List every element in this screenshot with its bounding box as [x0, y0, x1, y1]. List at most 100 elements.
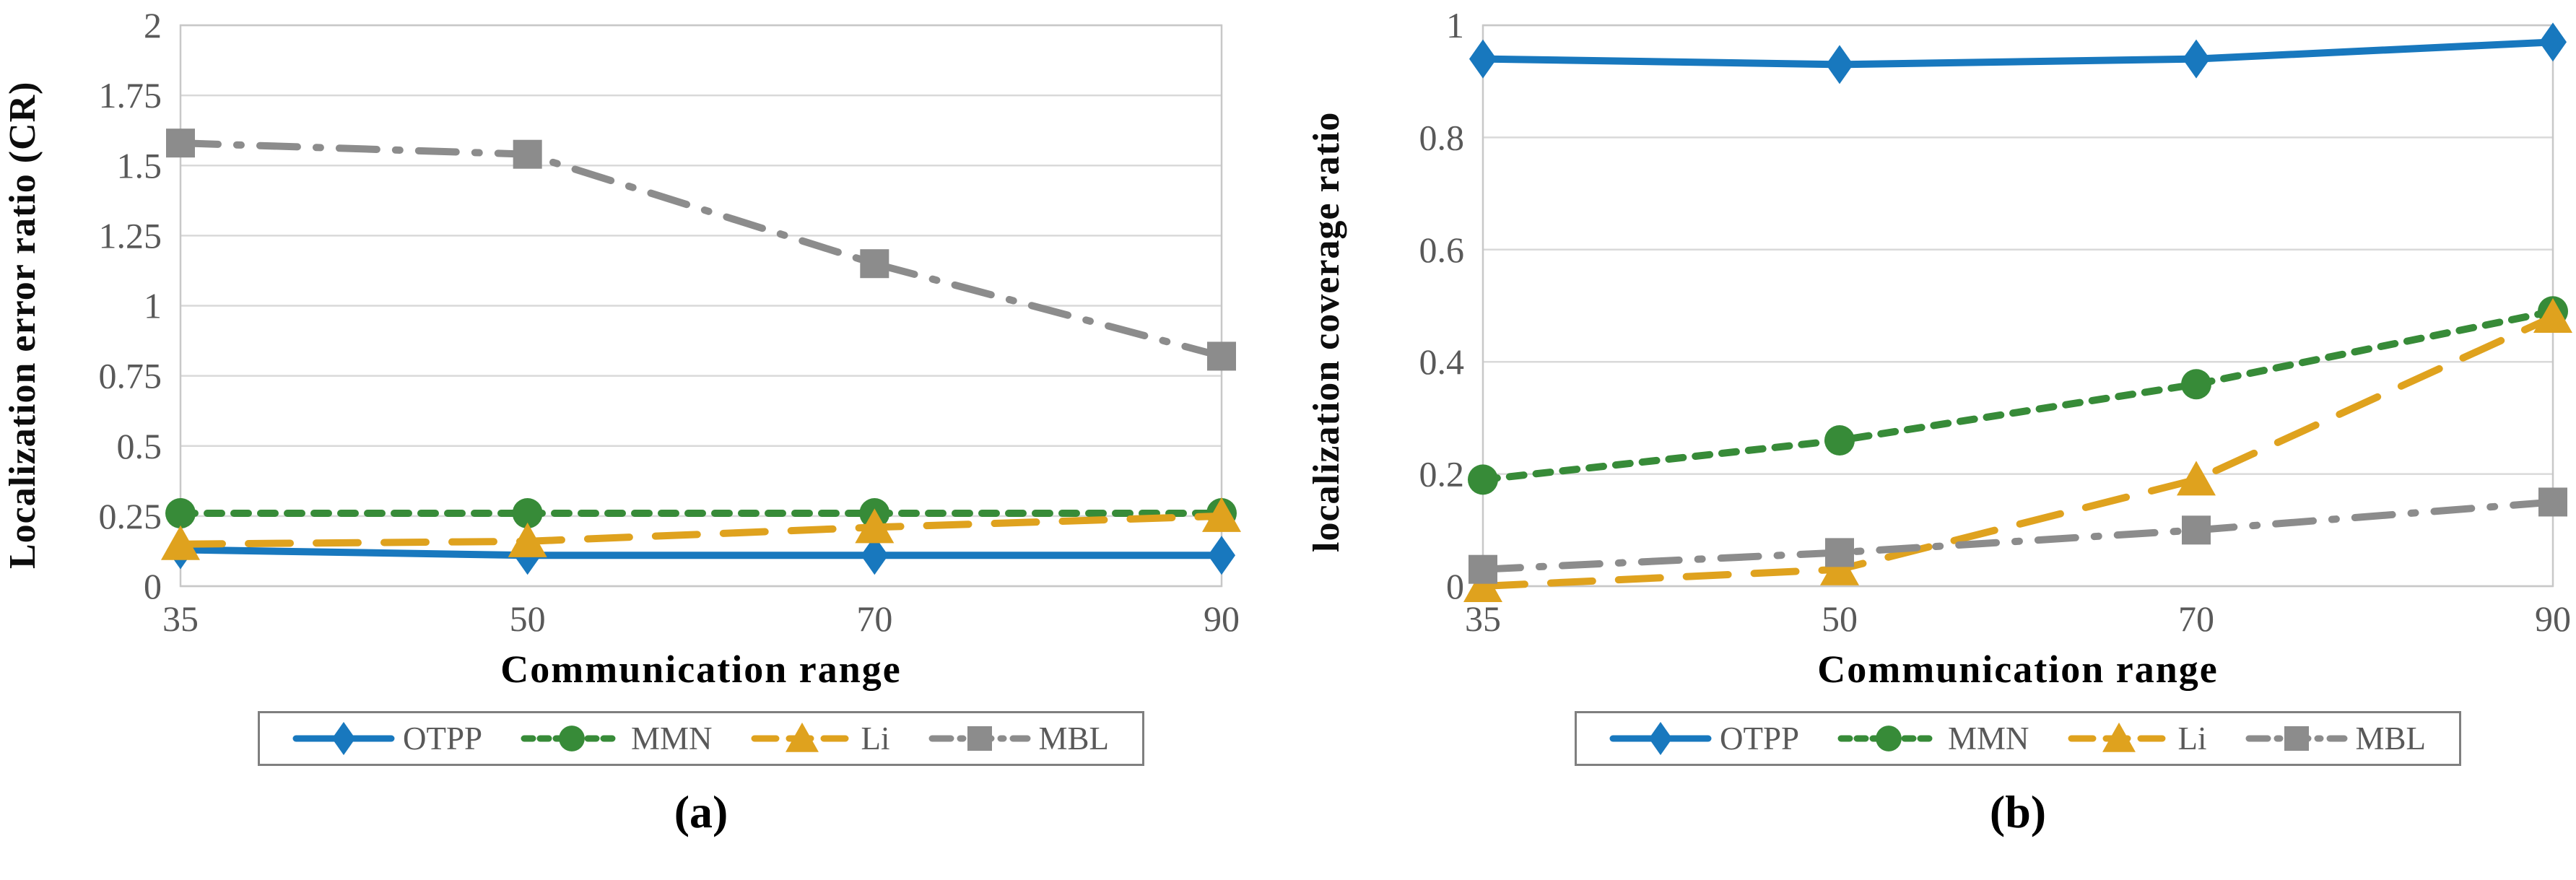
- legend-swatch-OTPP: [292, 722, 395, 755]
- marker-MBL: [1825, 538, 1854, 567]
- x-tick-label: 35: [162, 598, 199, 639]
- x-tick-label: 70: [2178, 598, 2214, 639]
- y-tick-label: 0.4: [1419, 341, 1465, 382]
- legend-label-Li: Li: [2177, 720, 2207, 757]
- marker-OTPP: [1469, 39, 1497, 79]
- legend-item-MBL: MBL: [2245, 719, 2427, 758]
- marker-MBL: [2182, 515, 2211, 545]
- legend-row-a: OTPP MMN Li MBL: [180, 711, 1222, 766]
- x-tick-label: 90: [1204, 598, 1240, 639]
- chart-canvas-b: 0 0.2 0.4 0.6 0.8 1 35 50 70 90: [1419, 5, 2572, 639]
- legend-item-Li: Li: [2068, 719, 2207, 758]
- marker-MMN: [1824, 424, 1855, 456]
- y-tick-label: 1: [1446, 5, 1464, 45]
- marker-Li: [2533, 298, 2572, 334]
- y-tick-label: 1: [144, 286, 162, 326]
- series-line-MBL: [177, 139, 1225, 360]
- legend-swatch-MMN: [521, 726, 623, 752]
- marker-MBL: [2538, 487, 2567, 517]
- series-line-MBL: [1479, 498, 2557, 573]
- y-tick-label: 0.6: [1419, 230, 1465, 270]
- series-line-Li: [177, 512, 1225, 548]
- marker-MMN: [1468, 464, 1498, 495]
- marker-Li: [161, 525, 200, 560]
- legend-swatch-Li: [751, 722, 853, 752]
- legend-swatch-Li: [2068, 722, 2170, 752]
- x-tick-label: 35: [1465, 598, 1501, 639]
- legend-label-OTPP: OTPP: [402, 720, 482, 757]
- legend-item-Li: Li: [751, 719, 890, 758]
- chart-canvas-a: 0 0.25 0.5 0.75 1 1.25 1.5 1.75 2 35 50 70 90: [99, 5, 1241, 639]
- marker-OTPP: [1208, 536, 1235, 575]
- y-tick-label: 1.25: [99, 215, 162, 256]
- legend-marker-MMN: [559, 726, 585, 752]
- legend-item-MMN: MMN: [521, 719, 713, 758]
- legend-marker-MMN: [1876, 726, 1902, 752]
- x-tick-label: 70: [856, 598, 892, 639]
- marker-Li: [508, 522, 547, 557]
- marker-OTPP: [2183, 39, 2210, 79]
- marker-MBL: [860, 249, 889, 279]
- y-tick-label: 1.75: [99, 75, 162, 116]
- marker-MMN: [512, 497, 543, 528]
- figure-panel-a: Localization error ratio (CR) 0 0.25 0.5 0.…: [0, 0, 1271, 880]
- legend-marker-MBL: [967, 726, 992, 751]
- legend-label-MMN: MMN: [631, 720, 713, 757]
- x-axis-title-b: Communication range: [1817, 648, 2219, 691]
- plot-border: [1481, 24, 2554, 588]
- legend-marker-MBL: [2284, 726, 2309, 751]
- x-tick-label: 50: [1822, 598, 1858, 639]
- y-tick-label: 0.75: [99, 356, 162, 396]
- series-line-OTPP: [1479, 38, 2557, 69]
- marker-MBL: [513, 139, 542, 169]
- legend-label-MMN: MMN: [1948, 720, 2029, 757]
- subfigure-caption-a: (a): [674, 786, 728, 837]
- marker-MMN: [2181, 369, 2211, 400]
- marker-MMN: [165, 497, 196, 528]
- y-tick-label: 0.8: [1419, 117, 1465, 157]
- y-tick-label: 1.5: [117, 145, 162, 186]
- marker-Li: [1463, 567, 1502, 602]
- plot-border: [179, 24, 1223, 588]
- legend-row-b: OTPP MMN Li MBL: [1483, 711, 2553, 766]
- marker-Li: [1820, 550, 1859, 585]
- x-tick-label: 50: [510, 598, 546, 639]
- marker-MBL: [166, 128, 195, 158]
- legend-label-OTPP: OTPP: [1719, 720, 1799, 757]
- subfigure-caption-b: (b): [1989, 786, 2047, 837]
- x-axis-title-a: Communication range: [500, 648, 902, 691]
- x-tick-label: 90: [2535, 598, 2571, 639]
- marker-MBL: [1468, 554, 1497, 584]
- legend-item-OTPP: OTPP: [1609, 719, 1799, 758]
- y-tick-label: 0.25: [99, 496, 162, 536]
- legend-swatch-MBL: [928, 726, 1031, 751]
- legend-item-MMN: MMN: [1837, 719, 2029, 758]
- marker-MBL: [1207, 341, 1236, 371]
- legend-label-MBL: MBL: [2355, 720, 2427, 757]
- legend-item-OTPP: OTPP: [292, 719, 482, 758]
- legend-swatch-OTPP: [1609, 722, 1712, 755]
- y-tick-label: 0: [144, 566, 162, 606]
- marker-Li: [855, 508, 895, 544]
- marker-OTPP: [1826, 45, 1853, 84]
- y-tick-label: 0: [1446, 566, 1464, 606]
- legend-marker-Li: [2102, 722, 2136, 752]
- marker-Li: [1202, 497, 1241, 532]
- y-tick-label: 2: [144, 5, 162, 45]
- marker-OTPP: [2539, 22, 2567, 62]
- marker-OTPP: [861, 536, 889, 575]
- y-tick-label: 0.2: [1419, 454, 1465, 495]
- legend-item-MBL: MBL: [928, 719, 1110, 758]
- legend-marker-Li: [785, 722, 819, 752]
- legend-label-MBL: MBL: [1038, 720, 1110, 757]
- legend-marker-OTPP: [1648, 722, 1673, 755]
- y-tick-label: 0.5: [117, 426, 162, 466]
- legend-marker-OTPP: [331, 722, 356, 755]
- series-line-OTPP: [177, 546, 1225, 559]
- legend-box-b: OTPP MMN Li MBL: [1574, 711, 2462, 766]
- legend-swatch-MBL: [2245, 726, 2348, 751]
- series-line-Li: [1479, 313, 2557, 590]
- legend-swatch-MMN: [1837, 726, 1940, 752]
- marker-Li: [2177, 461, 2216, 496]
